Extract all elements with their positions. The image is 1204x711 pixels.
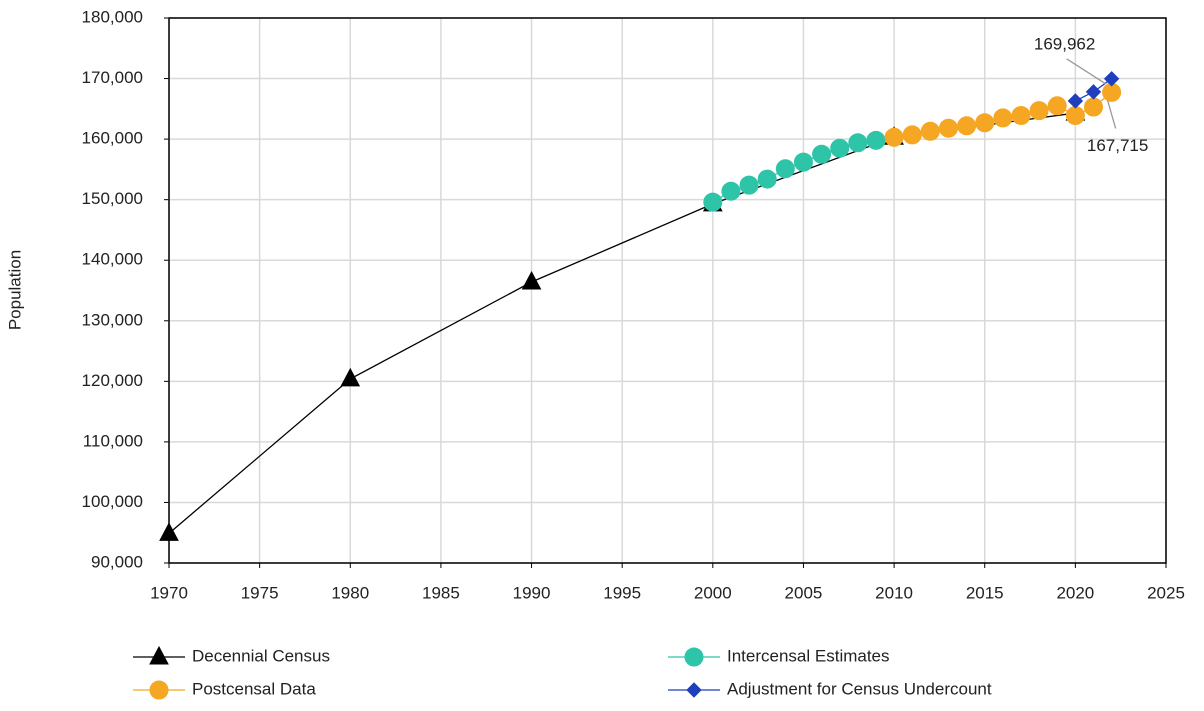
x-tick-label: 1975 bbox=[241, 583, 279, 602]
data-label: 167,715 bbox=[1087, 136, 1148, 155]
y-tick-label: 150,000 bbox=[82, 189, 143, 208]
x-tick-label: 2000 bbox=[694, 583, 732, 602]
data-point bbox=[739, 175, 759, 195]
data-point bbox=[757, 169, 777, 189]
y-tick-label: 120,000 bbox=[82, 371, 143, 390]
y-tick-label: 90,000 bbox=[91, 552, 143, 571]
data-point bbox=[938, 118, 958, 138]
data-point bbox=[957, 116, 977, 136]
x-tick-label: 2010 bbox=[875, 583, 913, 602]
data-label: 169,962 bbox=[1034, 34, 1095, 53]
y-tick-label: 110,000 bbox=[83, 431, 143, 450]
data-point bbox=[830, 138, 850, 158]
y-tick-label: 100,000 bbox=[82, 492, 143, 511]
data-point bbox=[884, 127, 904, 147]
data-point bbox=[975, 113, 995, 133]
data-point bbox=[848, 133, 868, 153]
legend-marker bbox=[686, 682, 702, 698]
legend-label: Postcensal Data bbox=[192, 679, 316, 698]
x-tick-label: 2015 bbox=[966, 583, 1004, 602]
x-tick-label: 1980 bbox=[331, 583, 369, 602]
data-point bbox=[793, 152, 813, 172]
legend-label: Adjustment for Census Undercount bbox=[727, 679, 992, 698]
legend-label: Decennial Census bbox=[192, 646, 330, 665]
x-tick-label: 1970 bbox=[150, 583, 188, 602]
data-point bbox=[1047, 96, 1067, 116]
data-point bbox=[521, 270, 542, 290]
x-tick-label: 1995 bbox=[603, 583, 641, 602]
data-point bbox=[1103, 71, 1120, 87]
data-point bbox=[1011, 105, 1031, 125]
legend-marker bbox=[684, 647, 704, 667]
data-point bbox=[159, 522, 179, 541]
data-point bbox=[1085, 84, 1102, 100]
y-tick-label: 140,000 bbox=[82, 250, 143, 269]
data-point bbox=[1083, 97, 1103, 117]
legend-marker bbox=[149, 645, 169, 665]
data-point bbox=[775, 159, 795, 179]
x-tick-label: 2025 bbox=[1147, 583, 1185, 602]
data-point bbox=[1067, 93, 1084, 109]
data-point bbox=[866, 130, 886, 150]
y-tick-label: 170,000 bbox=[82, 68, 143, 87]
leader-line bbox=[1106, 100, 1117, 129]
data-point bbox=[721, 181, 741, 201]
y-tick-label: 130,000 bbox=[82, 310, 143, 329]
leader-line bbox=[1066, 58, 1106, 85]
data-point bbox=[812, 144, 832, 164]
data-point bbox=[1029, 101, 1049, 121]
y-tick-label: 180,000 bbox=[82, 7, 143, 26]
data-point bbox=[902, 125, 922, 145]
legend-label: Intercensal Estimates bbox=[727, 646, 890, 665]
data-point bbox=[920, 121, 940, 141]
x-tick-label: 2005 bbox=[785, 583, 823, 602]
data-point bbox=[1065, 105, 1085, 125]
plot-frame bbox=[168, 17, 1167, 564]
x-tick-label: 2020 bbox=[1056, 583, 1094, 602]
x-tick-label: 1985 bbox=[422, 583, 460, 602]
y-tick-label: 160,000 bbox=[82, 129, 143, 148]
legend-marker bbox=[149, 680, 169, 700]
data-point bbox=[993, 108, 1013, 128]
data-point bbox=[340, 367, 361, 387]
data-point bbox=[703, 192, 723, 212]
x-tick-label: 1990 bbox=[513, 583, 551, 602]
y-axis-label: Population bbox=[5, 250, 24, 330]
